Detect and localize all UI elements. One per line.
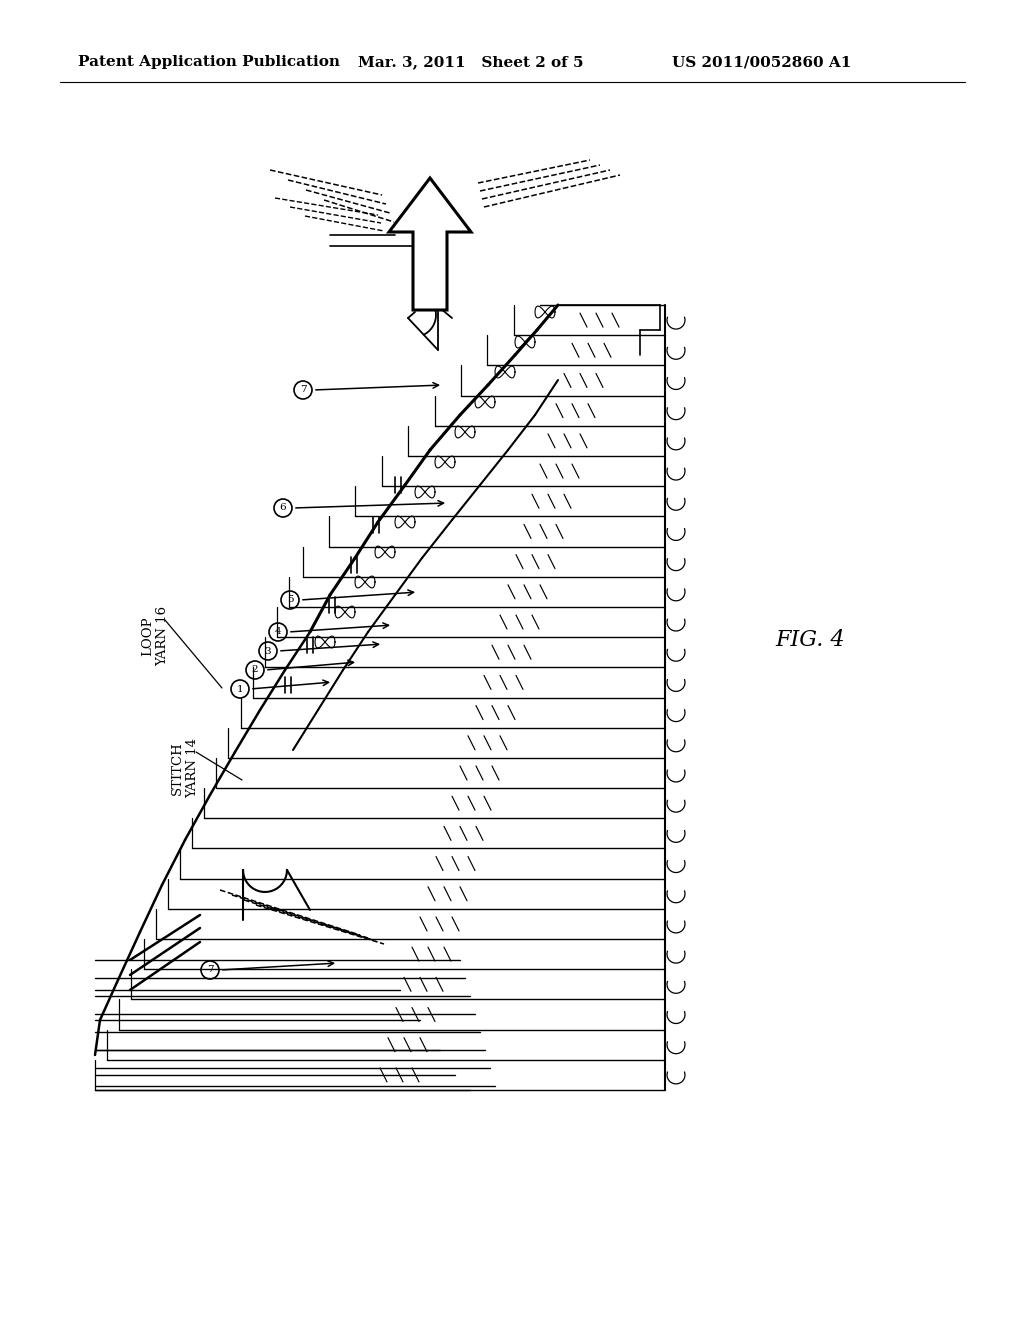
Text: Mar. 3, 2011   Sheet 2 of 5: Mar. 3, 2011 Sheet 2 of 5 [358,55,584,69]
Text: LOOP
YARN 16: LOOP YARN 16 [141,606,169,667]
Text: 7: 7 [207,965,213,974]
Text: US 2011/0052860 A1: US 2011/0052860 A1 [672,55,851,69]
Text: FIG. 4: FIG. 4 [775,630,845,651]
Text: 6: 6 [280,503,287,512]
Text: 7: 7 [300,385,306,395]
Polygon shape [389,178,471,310]
Text: 3: 3 [264,647,271,656]
Text: 1: 1 [237,685,244,693]
Text: STITCH
YARN 14: STITCH YARN 14 [171,738,199,799]
Text: 5: 5 [287,595,293,605]
Text: 4: 4 [274,627,282,636]
Text: 2: 2 [252,665,258,675]
Text: Patent Application Publication: Patent Application Publication [78,55,340,69]
